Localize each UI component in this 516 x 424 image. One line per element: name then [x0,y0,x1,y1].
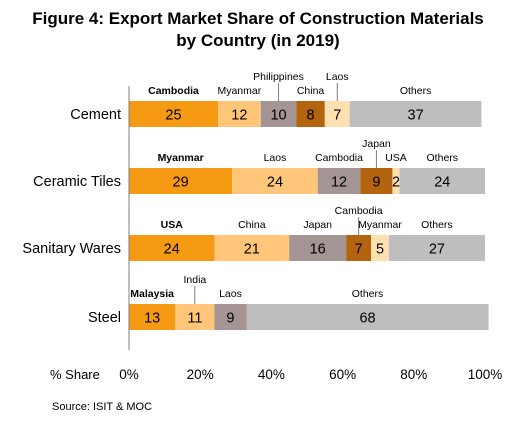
value-label-sanitary-wares-cambodia: 7 [355,242,363,258]
value-label-ceramic-tiles-cambodia: 12 [331,175,347,191]
bar-segment-steel-malaysia [129,304,176,330]
value-label-cement-others: 37 [408,108,424,124]
bar-segment-cement-myanmar [218,101,261,127]
bar-segment-ceramic-tiles-cambodia [317,168,361,194]
value-label-cement-cambodia: 25 [165,108,181,124]
segment-name-label-cement-laos: Laos [326,71,349,83]
value-label-ceramic-tiles-usa: 2 [392,175,400,191]
bar-segment-sanitary-wares-others [388,235,485,261]
chart-title-line-2: by Country (in 2019) [176,31,340,50]
chart-title: Figure 4: Export Market Share of Constru… [0,8,516,52]
x-tick-label-0: 0% [119,367,139,382]
value-label-steel-others: 68 [359,311,375,327]
value-label-ceramic-tiles-japan: 9 [372,175,380,191]
x-tick-label-40: 40% [258,367,285,382]
value-label-cement-philippines: 10 [270,108,286,124]
bar-segment-cement-cambodia [129,101,218,127]
segment-name-label-cement-myanmar: Myanmar [217,85,261,97]
segment-name-label-ceramic-tiles-others: Others [427,152,459,164]
segment-name-label-ceramic-tiles-japan: Japan [362,138,391,150]
x-tick-label-60: 60% [329,367,356,382]
bar-segment-cement-laos [324,101,350,127]
bar-segment-steel-others [246,304,489,330]
value-label-cement-myanmar: 12 [231,108,247,124]
segment-name-label-ceramic-tiles-laos: Laos [264,152,287,164]
segment-name-label-sanitary-wares-cambodia: Cambodia [335,205,383,217]
value-label-sanitary-wares-others: 27 [429,242,445,258]
bar-segment-sanitary-wares-japan [289,235,347,261]
segment-name-label-ceramic-tiles-myanmar: Myanmar [158,152,204,164]
segment-name-label-steel-malaysia: Malaysia [130,288,174,300]
category-label-sanitary-wares: Sanitary Wares [22,241,121,257]
x-axis-label: % Share [50,367,100,382]
segment-name-label-cement-philippines: Philippines [253,71,304,83]
bar-segment-sanitary-wares-china [214,235,290,261]
bar-segment-cement-philippines [260,101,297,127]
segment-name-label-sanitary-wares-others: Others [421,219,453,231]
segment-name-label-cement-cambodia: Cambodia [148,85,199,97]
x-tick-label-80: 80% [400,367,427,382]
segment-name-label-steel-others: Others [352,288,384,300]
value-label-ceramic-tiles-laos: 24 [267,175,283,191]
segment-name-label-sanitary-wares-myanmar: Myanmar [358,219,402,231]
bar-segment-cement-others [349,101,482,127]
x-tick-label-100: 100% [468,367,503,382]
segment-name-label-cement-others: Others [400,85,432,97]
value-label-steel-india: 11 [187,311,202,327]
segment-name-label-steel-india: India [183,274,206,286]
value-label-sanitary-wares-china: 21 [244,242,260,258]
category-label-steel: Steel [88,310,121,326]
bar-segment-sanitary-wares-cambodia [346,235,372,261]
segment-name-label-sanitary-wares-china: China [238,219,266,231]
segment-name-label-ceramic-tiles-cambodia: Cambodia [315,152,363,164]
value-label-cement-china: 8 [307,108,315,124]
category-label-cement: Cement [70,107,121,123]
chart-title-line-1: Figure 4: Export Market Share of Constru… [32,9,484,28]
bar-segment-cement-china [296,101,325,127]
value-label-steel-malaysia: 13 [144,311,160,327]
value-label-ceramic-tiles-myanmar: 29 [173,175,189,191]
segment-name-label-sanitary-wares-usa: USA [161,219,184,231]
value-label-ceramic-tiles-others: 24 [434,175,450,191]
value-label-sanitary-wares-usa: 24 [164,242,180,258]
bar-segment-steel-india [175,304,215,330]
segment-name-label-steel-laos: Laos [219,288,242,300]
bar-segment-ceramic-tiles-others [399,168,485,194]
x-axis: % Share 0% 20% 40% 60% 80% 100% [50,367,502,382]
segment-name-label-ceramic-tiles-usa: USA [385,152,407,164]
bar-segment-sanitary-wares-myanmar [371,235,389,261]
segment-name-label-cement-china: China [297,85,325,97]
value-label-sanitary-wares-japan: 16 [310,242,326,258]
segment-name-label-sanitary-wares-japan: Japan [303,219,332,231]
bar-segment-ceramic-tiles-myanmar [129,168,233,194]
bar-segment-sanitary-wares-usa [129,235,215,261]
value-label-steel-laos: 9 [226,311,234,327]
bar-segment-ceramic-tiles-usa [392,168,400,194]
category-label-ceramic-tiles: Ceramic Tiles [33,174,121,190]
x-tick-label-20: 20% [187,367,214,382]
value-label-sanitary-wares-myanmar: 5 [376,242,384,258]
value-label-cement-laos: 7 [333,108,341,124]
source-note: Source: ISIT & MOC [52,401,153,413]
bar-segment-steel-laos [214,304,247,330]
bar-segment-ceramic-tiles-japan [360,168,393,194]
bar-segment-ceramic-tiles-laos [232,168,318,194]
